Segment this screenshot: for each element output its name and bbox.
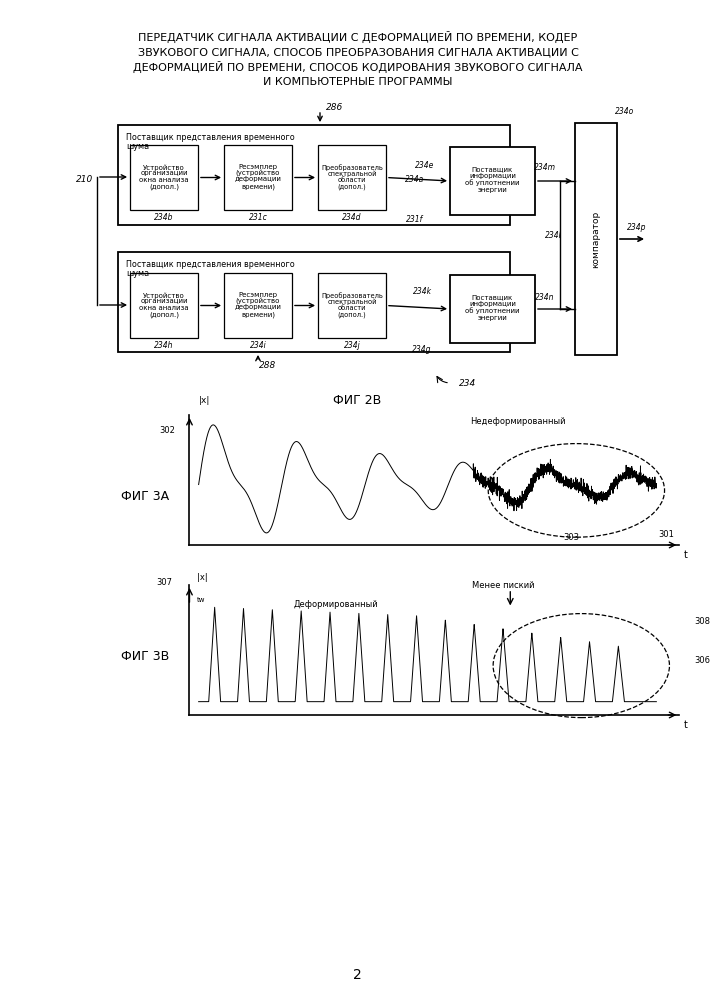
Text: 234h: 234h [154,340,174,350]
Bar [224,273,292,338]
Text: Ресэмплер: Ресэмплер [239,292,277,298]
Text: 234o: 234o [616,106,635,115]
Text: Поставщик представления временного: Поставщик представления временного [126,133,295,142]
Text: 234p: 234p [627,223,647,232]
Text: Ресэмплер: Ресэмплер [239,164,277,170]
Text: 301: 301 [659,530,674,539]
Text: t: t [684,720,688,730]
Text: 303: 303 [563,533,579,542]
Text: ДЕФОРМАЦИЕЙ ПО ВРЕМЕНИ, СПОСОБ КОДИРОВАНИЯ ЗВУКОВОГО СИГНАЛА: ДЕФОРМАЦИЕЙ ПО ВРЕМЕНИ, СПОСОБ КОДИРОВАН… [133,61,583,73]
Bar [450,275,535,343]
Text: 307: 307 [157,578,172,587]
Text: деформации: деформации [235,176,282,182]
Text: 234a: 234a [405,176,425,184]
Text: 234n: 234n [536,292,555,302]
Text: информации: информации [469,173,516,179]
Text: окна анализа: окна анализа [139,304,189,310]
Text: t: t [684,550,688,560]
Text: 234b: 234b [154,213,174,222]
Text: 306: 306 [694,656,710,665]
Text: 231c: 231c [249,213,267,222]
Text: 234g: 234g [413,346,432,355]
Text: 234: 234 [459,379,477,388]
Text: об уплотнении: об уплотнении [465,308,520,314]
Text: компаратор: компаратор [591,210,601,268]
Text: tw: tw [197,597,205,603]
Text: 288: 288 [260,361,277,370]
Text: об уплотнении: об уплотнении [465,180,520,186]
Bar [450,147,535,215]
Text: времени): времени) [241,311,275,318]
Text: времени): времени) [241,183,275,190]
Text: |x|: |x| [197,573,207,582]
Text: области: области [337,304,366,310]
Text: (устройство: (устройство [236,170,280,177]
Text: организации: организации [140,298,188,304]
Text: Преобразователь: Преобразователь [321,164,383,171]
Text: Поставщик представления временного: Поставщик представления временного [126,260,295,269]
Text: шума: шума [126,142,149,151]
Text: ПЕРЕДАТЧИК СИГНАЛА АКТИВАЦИИ С ДЕФОРМАЦИЕЙ ПО ВРЕМЕНИ, КОДЕР: ПЕРЕДАТЧИК СИГНАЛА АКТИВАЦИИ С ДЕФОРМАЦИ… [139,31,578,43]
Bar [224,145,292,210]
Bar [130,273,198,338]
Text: спектральной: спектральной [327,298,377,305]
Text: 286: 286 [326,103,344,111]
Text: Устройство: Устройство [143,164,185,171]
Text: Поставщик: Поставщик [472,294,513,300]
Text: окна анализа: окна анализа [139,176,189,182]
Text: ФИГ 3В: ФИГ 3В [121,650,169,664]
Text: ФИГ 2В: ФИГ 2В [333,393,381,406]
Text: информации: информации [469,301,516,307]
Text: Поставщик: Поставщик [472,166,513,172]
Text: 210: 210 [77,176,94,184]
Text: 234j: 234j [344,340,360,350]
Text: 231f: 231f [406,216,423,225]
Text: спектральной: спектральной [327,170,377,177]
Bar [575,123,617,355]
Text: (допол.): (допол.) [149,311,179,318]
Text: ФИГ 3А: ФИГ 3А [121,490,169,504]
Text: организации: организации [140,170,188,176]
Bar [118,252,510,352]
Text: И КОМПЬЮТЕРНЫЕ ПРОГРАММЫ: И КОМПЬЮТЕРНЫЕ ПРОГРАММЫ [263,77,453,87]
Text: Деформированный: Деформированный [294,600,379,609]
Text: 2: 2 [352,968,361,982]
Text: энергии: энергии [478,315,508,321]
Text: ЗВУКОВОГО СИГНАЛА, СПОСОБ ПРЕОБРАЗОВАНИЯ СИГНАЛА АКТИВАЦИИ С: ЗВУКОВОГО СИГНАЛА, СПОСОБ ПРЕОБРАЗОВАНИЯ… [137,47,578,57]
Text: (устройство: (устройство [236,298,280,305]
Text: 234m: 234m [534,163,556,172]
Text: |x|: |x| [199,396,211,405]
Text: 234k: 234k [413,288,431,296]
Text: 234e: 234e [415,160,435,169]
Text: Менее пиский: Менее пиский [472,580,534,589]
Text: 234l: 234l [545,232,561,240]
Text: области: области [337,176,366,182]
Text: шума: шума [126,269,149,278]
Bar [318,273,386,338]
Text: 302: 302 [159,426,174,435]
Text: (допол.): (допол.) [337,183,366,190]
Text: (допол.): (допол.) [337,311,366,318]
Text: деформации: деформации [235,304,282,310]
Text: энергии: энергии [478,187,508,193]
Text: 234d: 234d [342,213,362,222]
Text: 234i: 234i [250,340,267,350]
Text: Преобразователь: Преобразователь [321,292,383,299]
Bar [118,125,510,225]
Bar [318,145,386,210]
Bar [130,145,198,210]
Text: (допол.): (допол.) [149,183,179,190]
Text: Устройство: Устройство [143,292,185,299]
Text: Недеформированный: Недеформированный [470,417,566,426]
Text: 308: 308 [694,617,710,626]
